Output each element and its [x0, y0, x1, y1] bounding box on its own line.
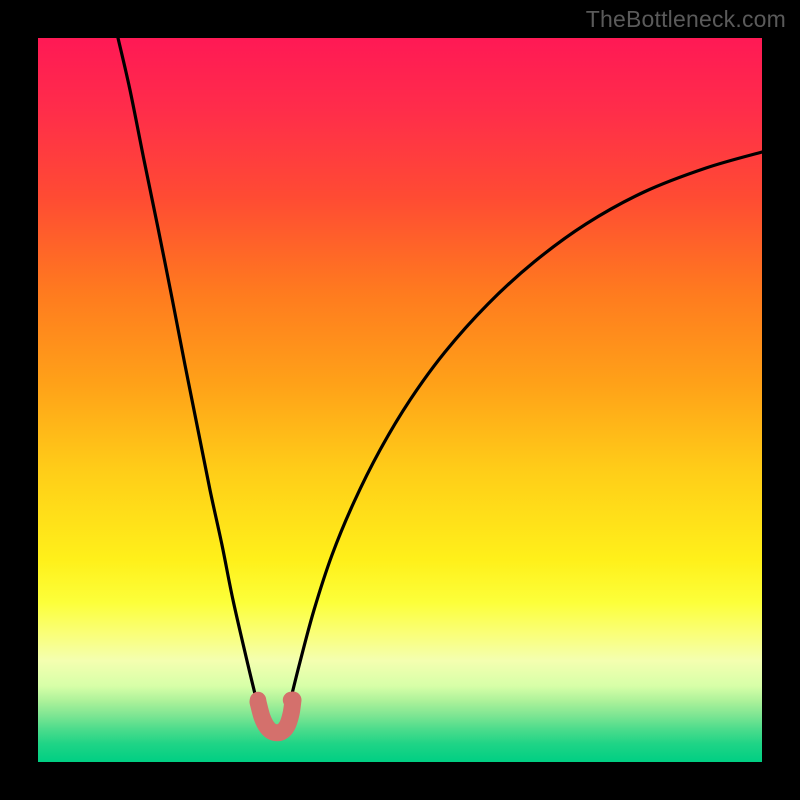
optimal-marker-dot-right — [283, 692, 299, 708]
bottleneck-chart — [0, 0, 800, 800]
gradient-background — [38, 38, 762, 762]
optimal-marker-dot-left — [250, 692, 266, 708]
watermark-text: TheBottleneck.com — [586, 6, 786, 33]
